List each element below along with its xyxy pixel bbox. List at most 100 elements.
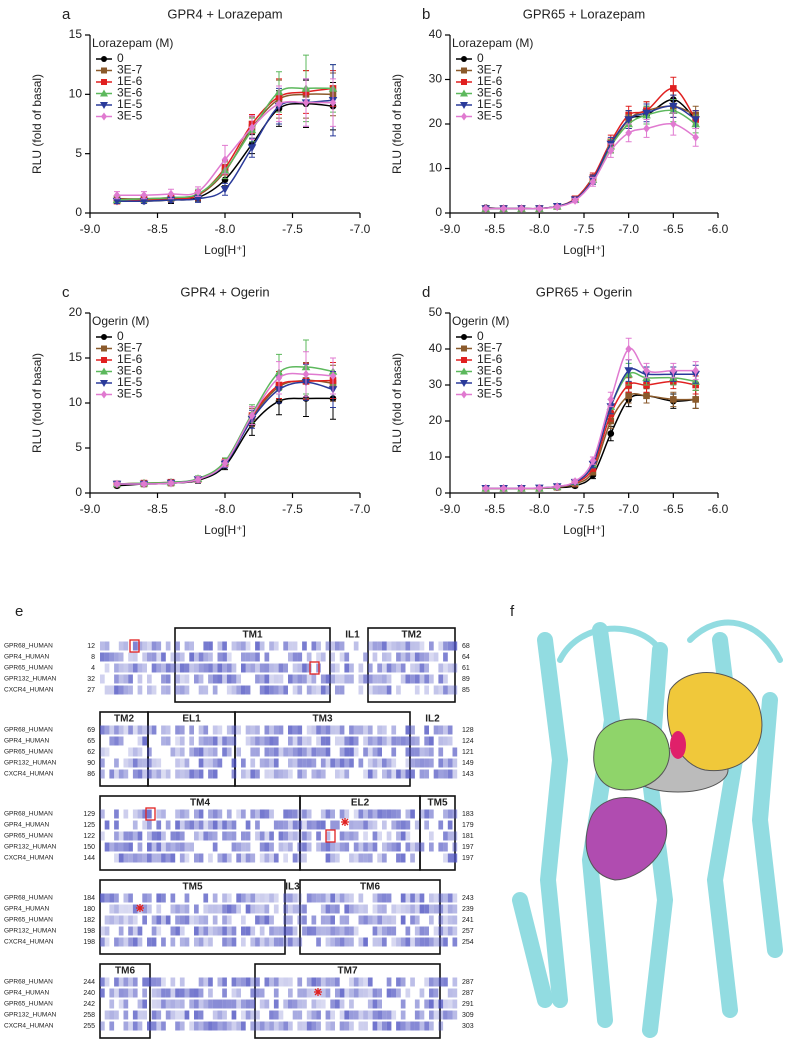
end-position: 149	[462, 760, 474, 767]
residue-shade	[208, 736, 213, 746]
residue-shade	[123, 842, 129, 852]
residue-shade	[179, 915, 185, 925]
residue-shade	[438, 904, 444, 914]
residue-shade	[447, 641, 453, 651]
region-label: TM5	[183, 882, 203, 893]
residue-shade	[198, 769, 204, 779]
residue-shade	[363, 915, 368, 925]
residue-shade	[292, 685, 298, 695]
residue-shade	[161, 736, 166, 746]
residue-shade	[344, 652, 350, 662]
residue-shade	[161, 685, 166, 695]
residue-shade	[325, 1021, 331, 1031]
residue-shade	[259, 915, 265, 925]
residue-shade	[377, 685, 382, 695]
x-tick-label: -6.5	[663, 222, 684, 236]
residue-shade	[372, 674, 378, 684]
residue-shade	[353, 736, 359, 746]
residue-shade	[203, 831, 209, 841]
x-tick-label: -8.5	[484, 502, 505, 516]
residue-shade	[100, 641, 105, 651]
residue-shade	[137, 809, 143, 819]
residue-shade	[447, 988, 453, 998]
x-tick-label: -9.0	[80, 502, 101, 516]
residue-shade	[288, 725, 293, 735]
residue-shade	[208, 769, 213, 779]
residue-shade	[429, 977, 434, 987]
residue-shade	[203, 747, 209, 757]
legend-label: 1E-6	[117, 74, 143, 88]
marker	[139, 197, 149, 206]
residue-shade	[264, 809, 270, 819]
sequence-name: GPR4_HUMAN	[4, 822, 49, 829]
residue-shade	[306, 758, 312, 768]
residue-shade	[283, 937, 288, 947]
panel-label: c	[62, 284, 70, 301]
legend-label: 1E-5	[117, 97, 143, 111]
marker	[101, 334, 107, 340]
residue-shade	[292, 853, 298, 863]
residue-shade	[151, 937, 157, 947]
residue-shade	[161, 988, 166, 998]
residue-shade	[118, 652, 124, 662]
residue-shade	[320, 926, 326, 936]
residue-shade	[137, 926, 143, 936]
residue-shade	[292, 641, 298, 651]
residue-shade	[311, 641, 317, 651]
marker	[625, 392, 632, 400]
residue-shade	[377, 893, 382, 903]
residue-shade	[358, 663, 364, 673]
residue-shade	[400, 1010, 406, 1020]
residue-shade	[212, 1021, 218, 1031]
residue-shade	[452, 842, 458, 852]
residue-shade	[231, 820, 237, 830]
residue-shade	[288, 904, 293, 914]
residue-shade	[104, 977, 110, 987]
residue-shade	[410, 842, 415, 852]
residue-shade	[353, 988, 359, 998]
residue-shade	[147, 831, 152, 841]
legend-title: Ogerin (M)	[92, 314, 149, 328]
residue-shade	[156, 809, 162, 819]
residue-shade	[273, 988, 279, 998]
residue-shade	[367, 999, 373, 1009]
residue-shade	[349, 937, 354, 947]
residue-shade	[297, 831, 303, 841]
residue-shade	[325, 758, 331, 768]
residue-shade	[231, 1010, 237, 1020]
residue-shade	[339, 1010, 345, 1020]
residue-shade	[269, 674, 274, 684]
residue-shade	[217, 736, 223, 746]
residue-shade	[241, 893, 246, 903]
residue-shade	[320, 809, 326, 819]
residue-shade	[367, 769, 373, 779]
residue-shade	[288, 937, 293, 947]
residue-shade	[377, 915, 382, 925]
residue-shade	[400, 937, 406, 947]
residue-shade	[118, 674, 124, 684]
residue-shade	[137, 853, 143, 863]
residue-shade	[151, 685, 157, 695]
residue-shade	[447, 926, 453, 936]
residue-shade	[109, 893, 115, 903]
residue-shade	[245, 1010, 251, 1020]
residue-shade	[170, 652, 176, 662]
residue-shade	[405, 988, 411, 998]
residue-shade	[367, 758, 373, 768]
residue-shade	[297, 999, 303, 1009]
marker	[692, 366, 699, 375]
residue-shade	[208, 820, 213, 830]
residue-shade	[259, 1021, 265, 1031]
start-position: 122	[83, 833, 95, 840]
residue-shade	[269, 725, 274, 735]
residue-shade	[161, 831, 166, 841]
residue-shade	[438, 758, 444, 768]
residue-shade	[325, 977, 331, 987]
region-box	[419, 795, 456, 871]
residue-shade	[288, 747, 293, 757]
residue-shade	[255, 674, 260, 684]
residue-shade	[372, 685, 378, 695]
residue-shade	[372, 1010, 378, 1020]
residue-shade	[353, 1010, 359, 1020]
residue-shade	[128, 915, 133, 925]
